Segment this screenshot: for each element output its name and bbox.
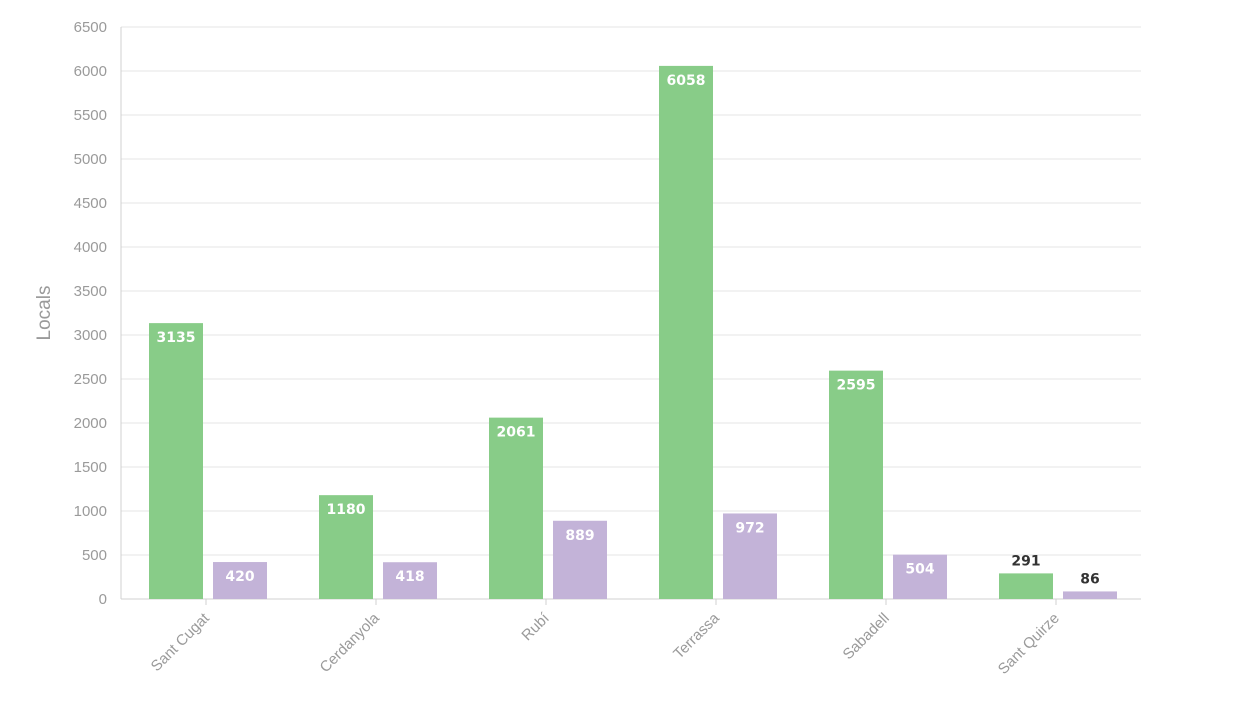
x-axis-ticks: Sant Cugat Cerdanyola Rubí Terrassa Sabadell… <box>148 599 1063 678</box>
data-label: 2061 <box>497 425 536 441</box>
bar <box>999 573 1053 599</box>
y-axis-ticks: 0 500 1000 1500 2000 2500 3000 3500 4000 4500 5000… <box>74 19 107 608</box>
bar <box>553 520 607 599</box>
x-tick-label: Sabadell <box>840 610 893 663</box>
y-tick-label: 4500 <box>74 195 107 212</box>
x-tick-label: Sant Quirze <box>995 610 1063 678</box>
bar <box>149 323 203 599</box>
bar <box>723 513 777 599</box>
data-label: 3135 <box>157 330 196 346</box>
x-tick-label: Cerdanyola <box>317 609 384 676</box>
data-label: 889 <box>565 528 594 544</box>
x-tick-label: Rubí <box>518 609 553 644</box>
bar <box>1063 591 1117 599</box>
y-tick-label: 5500 <box>74 107 107 124</box>
y-tick-label: 6000 <box>74 63 107 80</box>
data-label: 86 <box>1080 571 1099 587</box>
y-tick-label: 1000 <box>74 503 107 520</box>
data-label: 2595 <box>837 378 876 394</box>
y-tick-label: 4000 <box>74 239 107 256</box>
y-tick-label: 500 <box>82 547 107 564</box>
bar <box>893 554 947 599</box>
bar <box>659 65 713 599</box>
bar <box>319 495 373 599</box>
bar <box>829 370 883 599</box>
y-tick-label: 5000 <box>74 151 107 168</box>
data-label: 504 <box>905 562 934 578</box>
y-tick-label: 3500 <box>74 283 107 300</box>
data-label: 972 <box>735 520 764 536</box>
data-label: 418 <box>395 569 424 585</box>
data-label: 6058 <box>667 73 706 89</box>
y-tick-label: 2000 <box>74 415 107 432</box>
data-label: 420 <box>225 569 254 585</box>
x-tick-label: Sant Cugat <box>148 609 214 675</box>
bar <box>489 417 543 599</box>
bar-labels: 3135 420 1180 418 2061 889 6058 972 2595 504 291 86 <box>157 73 1100 588</box>
data-label: 291 <box>1011 553 1040 569</box>
gridlines <box>120 26 1141 600</box>
data-label: 1180 <box>327 502 366 518</box>
x-tick-label: Terrassa <box>670 609 723 662</box>
bar <box>213 562 267 599</box>
y-tick-label: 0 <box>99 591 107 608</box>
y-tick-label: 6500 <box>74 19 107 36</box>
y-axis-title: Locals <box>34 286 55 341</box>
y-tick-label: 2500 <box>74 371 107 388</box>
bars <box>149 65 1117 599</box>
bar <box>383 562 437 599</box>
y-tick-label: 3000 <box>74 327 107 344</box>
y-tick-label: 1500 <box>74 459 107 476</box>
